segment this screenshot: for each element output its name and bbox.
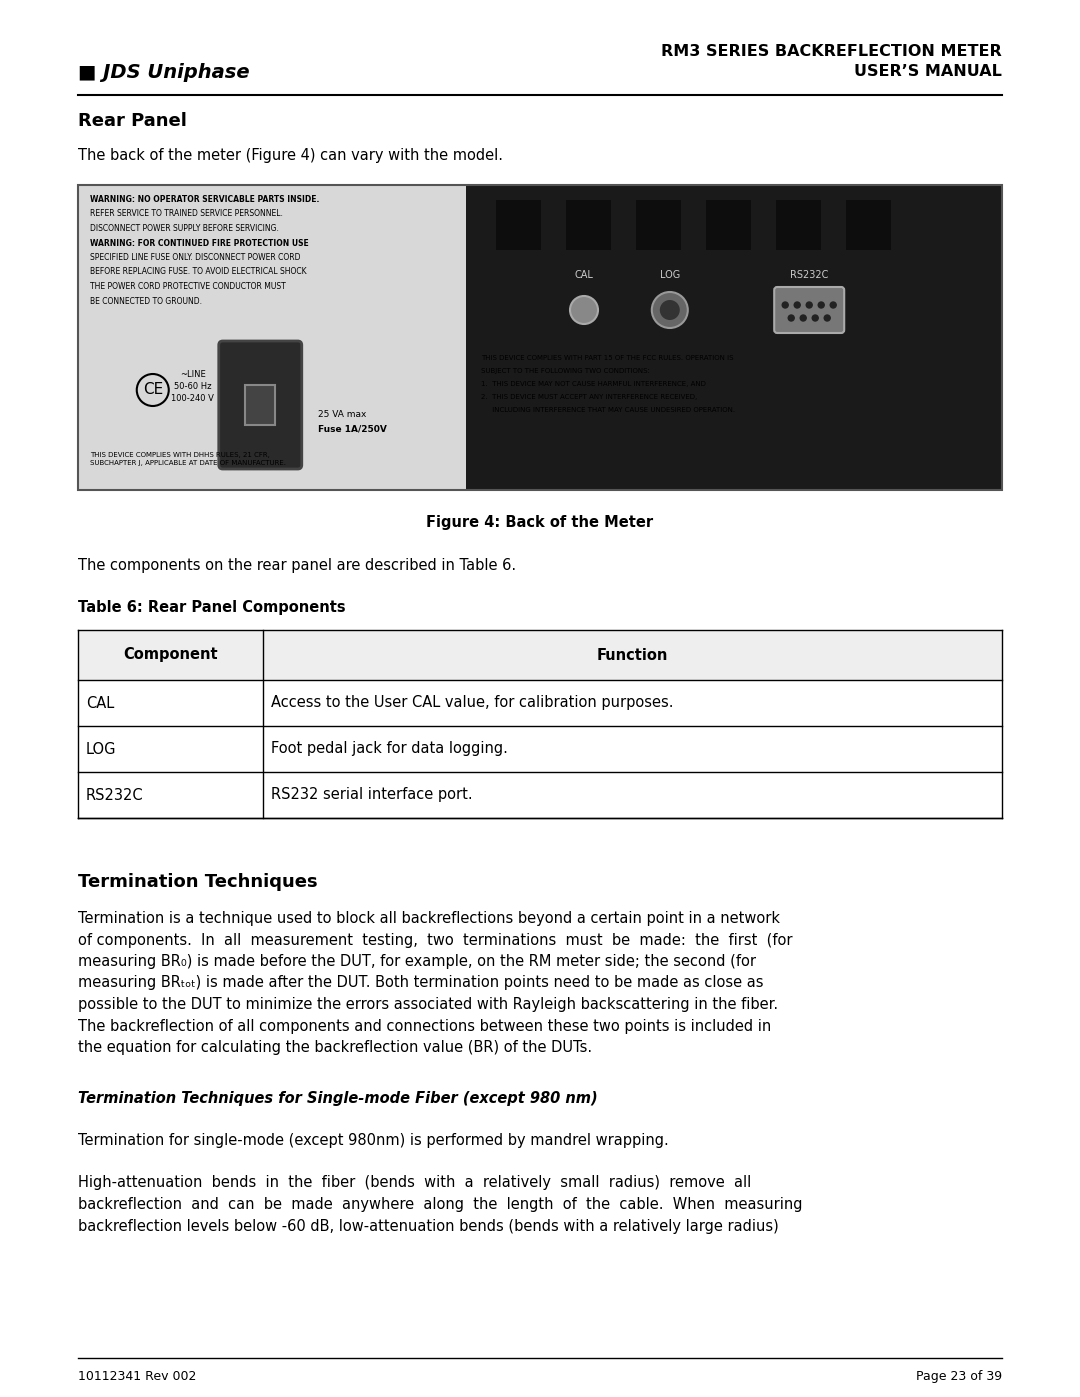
- Text: The components on the rear panel are described in Table 6.: The components on the rear panel are des…: [78, 557, 516, 573]
- Text: LOG: LOG: [660, 270, 680, 279]
- Text: 1.  THIS DEVICE MAY NOT CAUSE HARMFUL INTERFERENCE, AND: 1. THIS DEVICE MAY NOT CAUSE HARMFUL INT…: [481, 381, 706, 387]
- Text: of components.  In  all  measurement  testing,  two  terminations  must  be  mad: of components. In all measurement testin…: [78, 933, 793, 947]
- Text: RS232C: RS232C: [85, 788, 144, 802]
- Text: WARNING: FOR CONTINUED FIRE PROTECTION USE: WARNING: FOR CONTINUED FIRE PROTECTION U…: [90, 239, 309, 247]
- Bar: [496, 200, 541, 250]
- Text: The back of the meter (Figure 4) can vary with the model.: The back of the meter (Figure 4) can var…: [78, 148, 503, 163]
- Text: SUBJECT TO THE FOLLOWING TWO CONDITIONS:: SUBJECT TO THE FOLLOWING TWO CONDITIONS:: [481, 367, 650, 374]
- Text: 10112341 Rev 002: 10112341 Rev 002: [78, 1370, 197, 1383]
- Text: REFER SERVICE TO TRAINED SERVICE PERSONNEL.: REFER SERVICE TO TRAINED SERVICE PERSONN…: [90, 210, 283, 218]
- Bar: [78, 184, 467, 490]
- Text: LOG: LOG: [85, 742, 117, 757]
- FancyBboxPatch shape: [219, 341, 301, 469]
- Text: WARNING: NO OPERATOR SERVICABLE PARTS INSIDE.: WARNING: NO OPERATOR SERVICABLE PARTS IN…: [90, 196, 319, 204]
- Text: Component: Component: [123, 647, 217, 662]
- Text: Termination is a technique used to block all backreflections beyond a certain po: Termination is a technique used to block…: [78, 911, 780, 926]
- Text: RM3 SERIES BACKREFLECTION METER: RM3 SERIES BACKREFLECTION METER: [661, 45, 1002, 60]
- Text: Termination Techniques: Termination Techniques: [78, 873, 318, 891]
- Circle shape: [824, 314, 831, 321]
- Text: possible to the DUT to minimize the errors associated with Rayleigh backscatteri: possible to the DUT to minimize the erro…: [78, 997, 778, 1011]
- Text: SPECIFIED LINE FUSE ONLY. DISCONNECT POWER CORD: SPECIFIED LINE FUSE ONLY. DISCONNECT POW…: [90, 253, 300, 263]
- Text: Termination for single-mode (except 980nm) is performed by mandrel wrapping.: Termination for single-mode (except 980n…: [78, 1133, 669, 1148]
- Text: INCLUDING INTERFERENCE THAT MAY CAUSE UNDESIRED OPERATION.: INCLUDING INTERFERENCE THAT MAY CAUSE UN…: [481, 407, 735, 414]
- Circle shape: [660, 300, 679, 320]
- Bar: [846, 200, 891, 250]
- Text: CAL: CAL: [575, 270, 593, 279]
- Bar: [777, 200, 821, 250]
- Bar: [78, 680, 1002, 726]
- Bar: [78, 773, 1002, 819]
- Text: 25 VA max: 25 VA max: [318, 409, 366, 419]
- Circle shape: [812, 314, 819, 321]
- Text: THIS DEVICE COMPLIES WITH DHHS RULES, 21 CFR,
SUBCHAPTER J, APPLICABLE AT DATE O: THIS DEVICE COMPLIES WITH DHHS RULES, 21…: [90, 453, 286, 467]
- Text: High-attenuation  bends  in  the  fiber  (bends  with  a  relatively  small  rad: High-attenuation bends in the fiber (ben…: [78, 1175, 751, 1190]
- Text: measuring BR₀) is made before the DUT, for example, on the RM meter side; the se: measuring BR₀) is made before the DUT, f…: [78, 954, 756, 970]
- Text: CAL: CAL: [85, 696, 114, 711]
- Circle shape: [788, 314, 794, 321]
- Circle shape: [782, 302, 788, 307]
- Text: BE CONNECTED TO GROUND.: BE CONNECTED TO GROUND.: [90, 296, 202, 306]
- Bar: [636, 200, 681, 250]
- Text: BEFORE REPLACING FUSE. TO AVOID ELECTRICAL SHOCK: BEFORE REPLACING FUSE. TO AVOID ELECTRIC…: [90, 267, 307, 277]
- Bar: [706, 200, 751, 250]
- Text: Function: Function: [597, 647, 669, 662]
- Circle shape: [831, 302, 836, 307]
- FancyBboxPatch shape: [774, 286, 845, 332]
- Text: Access to the User CAL value, for calibration purposes.: Access to the User CAL value, for calibr…: [271, 696, 673, 711]
- Text: USER’S MANUAL: USER’S MANUAL: [854, 64, 1002, 80]
- Bar: [245, 386, 275, 425]
- Circle shape: [652, 292, 688, 328]
- Bar: [78, 630, 1002, 680]
- Bar: [566, 200, 611, 250]
- Text: Figure 4: Back of the Meter: Figure 4: Back of the Meter: [427, 515, 653, 529]
- Text: The backreflection of all components and connections between these two points is: The backreflection of all components and…: [78, 1018, 771, 1034]
- Circle shape: [570, 296, 598, 324]
- Text: backreflection levels below -60 dB, low-attenuation bends (bends with a relative: backreflection levels below -60 dB, low-…: [78, 1218, 779, 1234]
- Text: ~LINE
50-60 Hz
100-240 V: ~LINE 50-60 Hz 100-240 V: [172, 370, 214, 402]
- Text: THE POWER CORD PROTECTIVE CONDUCTOR MUST: THE POWER CORD PROTECTIVE CONDUCTOR MUST: [90, 282, 285, 291]
- Circle shape: [794, 302, 800, 307]
- Text: Foot pedal jack for data logging.: Foot pedal jack for data logging.: [271, 742, 508, 757]
- Bar: [78, 726, 1002, 773]
- Text: 2.  THIS DEVICE MUST ACCEPT ANY INTERFERENCE RECEIVED,: 2. THIS DEVICE MUST ACCEPT ANY INTERFERE…: [481, 394, 698, 400]
- Text: backreflection  and  can  be  made  anywhere  along  the  length  of  the  cable: backreflection and can be made anywhere …: [78, 1197, 802, 1213]
- Bar: [78, 184, 1002, 490]
- Circle shape: [806, 302, 812, 307]
- Circle shape: [800, 314, 806, 321]
- Text: Rear Panel: Rear Panel: [78, 112, 187, 130]
- Text: THIS DEVICE COMPLIES WITH PART 15 OF THE FCC RULES. OPERATION IS: THIS DEVICE COMPLIES WITH PART 15 OF THE…: [481, 355, 733, 360]
- Text: DISCONNECT POWER SUPPLY BEFORE SERVICING.: DISCONNECT POWER SUPPLY BEFORE SERVICING…: [90, 224, 279, 233]
- Text: Table 6: Rear Panel Components: Table 6: Rear Panel Components: [78, 599, 346, 615]
- Text: Termination Techniques for Single-mode Fiber (except 980 nm): Termination Techniques for Single-mode F…: [78, 1091, 597, 1106]
- Text: measuring BRₜₒₜ) is made after the DUT. Both termination points need to be made : measuring BRₜₒₜ) is made after the DUT. …: [78, 975, 764, 990]
- Circle shape: [819, 302, 824, 307]
- Text: CE: CE: [143, 383, 163, 398]
- Text: RS232 serial interface port.: RS232 serial interface port.: [271, 788, 472, 802]
- Text: ■ JDS Uniphase: ■ JDS Uniphase: [78, 63, 249, 81]
- Text: Page 23 of 39: Page 23 of 39: [916, 1370, 1002, 1383]
- Bar: [78, 184, 1002, 490]
- Text: Fuse 1A/250V: Fuse 1A/250V: [318, 425, 387, 434]
- Bar: [467, 184, 1002, 490]
- Text: the equation for calculating the backreflection value (BR) of the DUTs.: the equation for calculating the backref…: [78, 1039, 592, 1055]
- Text: RS232C: RS232C: [791, 270, 828, 279]
